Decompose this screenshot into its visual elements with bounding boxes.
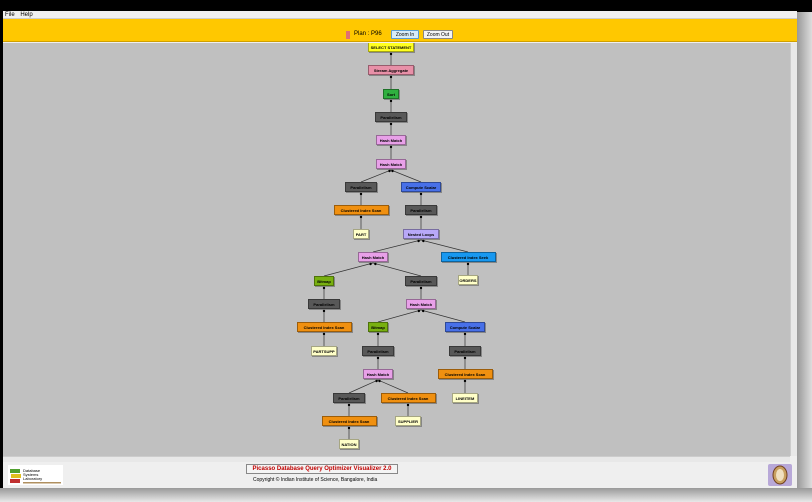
svg-text:Systems: Systems bbox=[23, 472, 38, 477]
plan-tree-canvas: SELECT STATEMENT Stream Aggregate Sort Para… bbox=[3, 43, 790, 456]
plan-header: Plan : P96 Zoom In Zoom Out bbox=[3, 19, 797, 42]
arrow-head bbox=[322, 332, 326, 336]
plan-node[interactable]: Clustered Index Scan bbox=[333, 205, 389, 215]
plan-node[interactable]: PARTSUPP bbox=[311, 346, 337, 356]
plan-node[interactable]: Clustered Index Scan bbox=[296, 322, 352, 332]
plan-node[interactable]: Clustered Index Seek bbox=[440, 252, 496, 262]
arrow-head bbox=[463, 356, 467, 360]
plan-node[interactable]: Parallelism bbox=[374, 112, 408, 122]
plan-node[interactable]: Hash Match bbox=[375, 159, 407, 169]
plan-node[interactable]: LINEITEM bbox=[452, 393, 478, 403]
plan-node[interactable]: Nested Loops bbox=[403, 229, 439, 239]
plan-node[interactable]: Stream Aggregate bbox=[368, 65, 414, 75]
arrow-head bbox=[422, 309, 425, 313]
plan-edge bbox=[348, 379, 379, 394]
plan-node[interactable]: Bitmap bbox=[367, 322, 389, 332]
svg-text:Laboratory: Laboratory bbox=[23, 476, 42, 481]
plan-node[interactable]: Sort bbox=[383, 89, 399, 99]
arrow-head bbox=[389, 122, 393, 126]
arrow-head bbox=[417, 239, 420, 243]
app-window: File Help Plan : P96 Zoom In Zoom Out SE… bbox=[3, 11, 797, 488]
plan-node[interactable]: Clustered Index Scan bbox=[437, 369, 493, 379]
plan-color-swatch bbox=[346, 31, 350, 39]
plan-node[interactable]: Clustered Index Scan bbox=[321, 416, 377, 426]
arrow-head bbox=[422, 239, 425, 243]
plan-node[interactable]: PART bbox=[353, 229, 369, 239]
plan-edge bbox=[377, 309, 422, 323]
plan-edges bbox=[322, 52, 470, 439]
plan-node[interactable]: Bitmap bbox=[313, 276, 335, 286]
arrow-head bbox=[406, 403, 410, 407]
arrow-head bbox=[376, 332, 380, 336]
plan-edge bbox=[372, 239, 422, 253]
arrow-head bbox=[391, 169, 394, 173]
arrow-head bbox=[419, 192, 423, 196]
dsl-logo: Database Systems Laboratory bbox=[8, 465, 63, 485]
arrow-head bbox=[375, 379, 378, 383]
iisc-logo bbox=[768, 464, 792, 486]
plan-edge bbox=[372, 262, 422, 277]
window-shadow-bottom bbox=[0, 488, 812, 502]
arrow-head bbox=[463, 332, 467, 336]
plan-node[interactable]: Parallelism bbox=[448, 346, 482, 356]
arrow-head bbox=[322, 309, 326, 313]
menu-bar: File Help bbox=[3, 11, 797, 19]
plan-node[interactable]: SELECT STATEMENT bbox=[368, 43, 414, 52]
plan-node[interactable]: Parallelism bbox=[404, 205, 438, 215]
arrow-head bbox=[322, 286, 326, 290]
plan-edge bbox=[420, 239, 469, 253]
arrow-head bbox=[419, 215, 423, 219]
footer: Database Systems Laboratory Picasso Databa… bbox=[3, 462, 797, 488]
app-title-button[interactable]: Picasso Database Query Optimizer Visuali… bbox=[246, 464, 398, 474]
window-shadow bbox=[797, 12, 812, 502]
plan-node[interactable]: NATION bbox=[338, 439, 360, 449]
zoom-out-button[interactable]: Zoom Out bbox=[423, 30, 453, 39]
horizontal-scrollbar[interactable] bbox=[3, 456, 790, 462]
plan-node[interactable]: Clustered Index Scan bbox=[380, 393, 436, 403]
plan-node[interactable]: ORDERS bbox=[457, 275, 479, 285]
arrow-head bbox=[417, 309, 421, 313]
plan-edge bbox=[323, 262, 374, 277]
arrow-head bbox=[466, 262, 470, 266]
arrow-head bbox=[359, 192, 363, 196]
plan-node[interactable]: Parallelism bbox=[404, 276, 438, 286]
plan-node[interactable]: Compute Scalar bbox=[444, 322, 486, 332]
menu-help[interactable]: Help bbox=[20, 12, 33, 18]
plan-node[interactable]: Hash Match bbox=[405, 299, 437, 309]
arrow-head bbox=[347, 426, 351, 430]
plan-label: Plan : P96 bbox=[354, 31, 382, 37]
plan-node[interactable]: SUPPLIER bbox=[395, 416, 421, 426]
plan-edge bbox=[390, 169, 422, 183]
arrow-head bbox=[389, 99, 393, 103]
plan-edge bbox=[377, 379, 409, 394]
arrow-head bbox=[374, 262, 377, 266]
arrow-head bbox=[376, 356, 380, 360]
plan-node[interactable]: Parallelism bbox=[344, 182, 378, 192]
arrow-head bbox=[419, 286, 423, 290]
plan-node[interactable]: Compute Scalar bbox=[400, 182, 442, 192]
plan-edge bbox=[360, 169, 392, 183]
plan-node[interactable]: Hash Match bbox=[357, 252, 389, 262]
plan-node[interactable]: Parallelism bbox=[361, 346, 395, 356]
copyright-text: Copyright © Indian Institute of Science,… bbox=[253, 477, 378, 483]
arrow-head bbox=[359, 215, 363, 219]
plan-node[interactable]: Parallelism bbox=[332, 393, 366, 403]
arrow-head bbox=[347, 403, 351, 407]
plan-edge bbox=[420, 309, 466, 323]
arrow-head bbox=[369, 262, 372, 266]
plan-node[interactable]: Hash Match bbox=[375, 135, 407, 145]
arrow-head bbox=[389, 52, 393, 56]
zoom-in-button[interactable]: Zoom In bbox=[391, 30, 419, 39]
menu-file[interactable]: File bbox=[5, 12, 15, 18]
plan-node[interactable]: Parallelism bbox=[307, 299, 341, 309]
vertical-scrollbar[interactable] bbox=[790, 43, 797, 456]
arrow-head bbox=[378, 379, 381, 383]
svg-text:Database: Database bbox=[23, 468, 41, 473]
arrow-head bbox=[389, 145, 393, 149]
arrow-head bbox=[388, 169, 391, 173]
arrow-head bbox=[389, 75, 393, 79]
arrow-head bbox=[463, 379, 467, 383]
plan-node[interactable]: Hash Match bbox=[362, 369, 394, 379]
